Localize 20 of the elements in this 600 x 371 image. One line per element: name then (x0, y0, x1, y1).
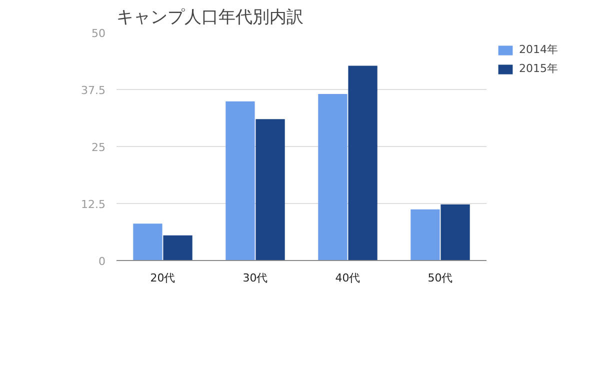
y-tick-label: 12.5 (81, 198, 106, 211)
y-tick-label: 37.5 (81, 84, 106, 97)
chart-title: キャンプ人口年代別内訳 (116, 8, 304, 28)
y-tick-label: 50 (92, 27, 106, 40)
x-tick-label: 40代 (335, 272, 360, 284)
x-tick-label: 50代 (428, 272, 453, 284)
bar (256, 119, 285, 260)
bar (440, 204, 470, 260)
y-tick-label: 0 (98, 255, 106, 268)
legend-label: 2015年 (519, 61, 558, 76)
y-tick-label: 25 (92, 141, 106, 154)
bar (226, 101, 255, 260)
bar (133, 224, 162, 260)
x-tick-label: 20代 (150, 272, 176, 284)
bar (410, 209, 440, 260)
bar (348, 66, 378, 260)
bar (163, 235, 192, 260)
legend-label: 2014年 (519, 42, 558, 57)
bar (318, 94, 348, 260)
x-tick-label: 30代 (242, 272, 268, 284)
